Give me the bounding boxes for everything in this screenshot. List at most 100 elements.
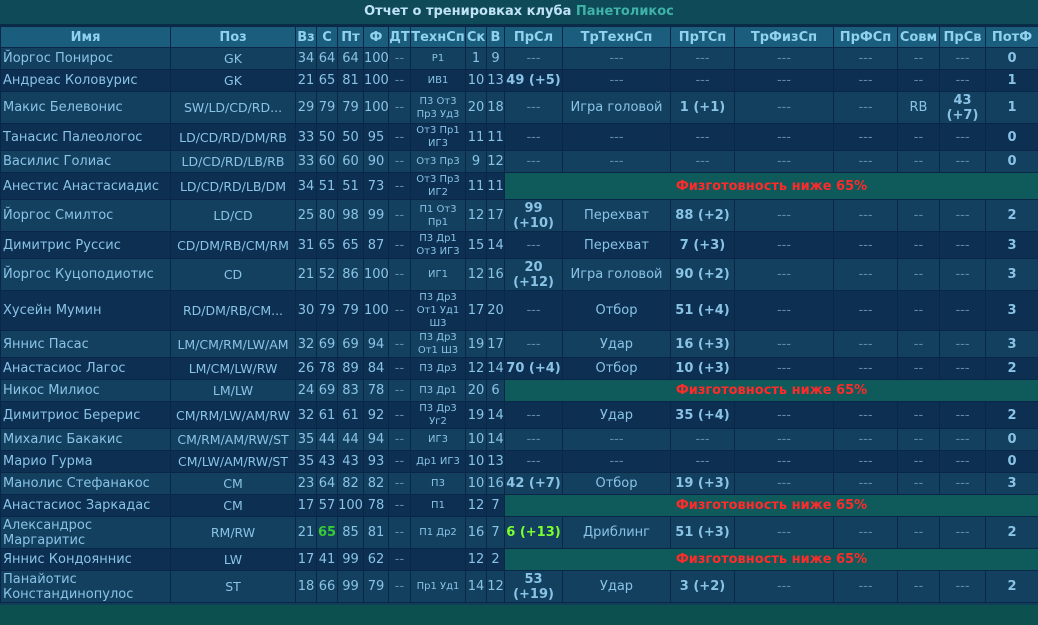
player-name-link[interactable]: Василис Голиас: [0, 150, 171, 173]
progress-sv-cell: ---: [939, 123, 986, 151]
form-cell: 100: [363, 258, 389, 291]
skill-cell: 52: [316, 258, 338, 291]
potential-cell: 86: [337, 258, 364, 291]
column-header[interactable]: ПотФ: [985, 26, 1038, 48]
progress-tech-cell: 3 (+2): [670, 570, 735, 603]
player-name-link[interactable]: Андреас Коловурис: [0, 69, 171, 92]
position-cell: CM/RM/AM/RW/ST: [170, 428, 296, 451]
v-cell: 13: [486, 450, 505, 473]
column-header[interactable]: С: [316, 26, 338, 48]
potential-cell: 50: [337, 123, 364, 151]
position-cell: RM/RW: [170, 516, 296, 549]
player-name-link[interactable]: Никос Милиос: [0, 379, 171, 402]
table-row: Димитрис Руссис CD/DM/RB/CM/RM 31 65 65 87 -- П…: [0, 231, 1038, 259]
compat-cell: --: [897, 570, 940, 603]
skill-cell: 69: [316, 330, 338, 358]
player-name-link[interactable]: Йоргос Понирос: [0, 47, 171, 70]
player-name-link[interactable]: Димитриос Берерис: [0, 401, 171, 429]
tech-cell: От3 Пр3 ИГ2: [410, 172, 466, 200]
age-cell: 31: [295, 231, 317, 259]
player-name-link[interactable]: Танасис Палеологос: [0, 123, 171, 151]
training-tech-cell: Удар: [562, 330, 671, 358]
player-name-link[interactable]: Манолис Стефанакос: [0, 472, 171, 495]
column-header[interactable]: ДТ: [388, 26, 411, 48]
column-header[interactable]: ПрСв: [939, 26, 986, 48]
club-name-link[interactable]: Панетоликос: [575, 4, 674, 19]
player-name-link[interactable]: Хусейн Мумин: [0, 290, 171, 331]
tech-cell: ИГ3: [410, 428, 466, 451]
column-header[interactable]: ПрФСп: [833, 26, 898, 48]
compat-cell: --: [897, 330, 940, 358]
player-name-link[interactable]: Йоргос Куцоподиотис: [0, 258, 171, 291]
player-name-link[interactable]: Панайотис Констандинопулос: [0, 570, 171, 603]
potf-cell: 2: [985, 199, 1038, 232]
column-header[interactable]: ПрТСп: [670, 26, 735, 48]
potf-cell: 2: [985, 401, 1038, 429]
tech-cell: Р1: [410, 47, 466, 70]
column-header[interactable]: ТрФизСп: [734, 26, 834, 48]
training-tech-cell: Дриблинг: [562, 516, 671, 549]
table-row: Анастасиос Заркадас CM 17 57 100 78 -- П1 12 7 Физ…: [0, 494, 1038, 517]
skill-cell: 44: [316, 428, 338, 451]
compat-cell: --: [897, 450, 940, 473]
progress-skill-cell: ---: [504, 428, 563, 451]
column-header[interactable]: Имя: [0, 26, 171, 48]
training-phys-cell: ---: [734, 91, 834, 124]
column-header[interactable]: Совм: [897, 26, 940, 48]
v-cell: 11: [486, 123, 505, 151]
skill-cell: 69: [316, 379, 338, 402]
speed-cell: 19: [465, 330, 487, 358]
player-name-link[interactable]: Михалис Бакакис: [0, 428, 171, 451]
compat-cell: --: [897, 472, 940, 495]
age-cell: 18: [295, 570, 317, 603]
potential-cell: 65: [337, 231, 364, 259]
position-cell: LD/CD: [170, 199, 296, 232]
fitness-warning: Физготовность ниже 65%: [504, 494, 1038, 517]
skill-cell: 65: [316, 69, 338, 92]
player-name-link[interactable]: Яннис Пасас: [0, 330, 171, 358]
player-name-link[interactable]: Марио Гурма: [0, 450, 171, 473]
progress-sv-cell: ---: [939, 69, 986, 92]
training-tech-cell: Отбор: [562, 357, 671, 380]
player-name-link[interactable]: Яннис Кондояннис: [0, 548, 171, 571]
column-header[interactable]: В: [486, 26, 505, 48]
speed-cell: 12: [465, 357, 487, 380]
v-cell: 7: [486, 494, 505, 517]
player-name-link[interactable]: Анастасиос Заркадас: [0, 494, 171, 517]
potf-cell: 0: [985, 150, 1038, 173]
player-name-link[interactable]: Анастасиос Лагос: [0, 357, 171, 380]
column-header[interactable]: ТрТехнСп: [562, 26, 671, 48]
potential-cell: 99: [337, 570, 364, 603]
age-cell: 21: [295, 69, 317, 92]
column-header[interactable]: ПрСл: [504, 26, 563, 48]
position-cell: LM/CM/LW/RW: [170, 357, 296, 380]
potential-cell: 61: [337, 401, 364, 429]
column-header[interactable]: Поз: [170, 26, 296, 48]
progress-tech-cell: 7 (+3): [670, 231, 735, 259]
player-name-link[interactable]: Анестис Анастасиадис: [0, 172, 171, 200]
progress-tech-cell: 19 (+3): [670, 472, 735, 495]
potential-cell: 85: [337, 516, 364, 549]
table-row: Анастасиос Лагос LM/CM/LW/RW 26 78 89 84 -- П3 …: [0, 357, 1038, 380]
dt-cell: --: [388, 357, 411, 380]
training-phys-cell: ---: [734, 428, 834, 451]
player-name-link[interactable]: Александрос Маргаритис: [0, 516, 171, 549]
column-header[interactable]: ТехнСп: [410, 26, 466, 48]
progress-phys-cell: ---: [833, 450, 898, 473]
column-header[interactable]: Вз: [295, 26, 317, 48]
player-name-link[interactable]: Димитрис Руссис: [0, 231, 171, 259]
age-cell: 30: [295, 290, 317, 331]
age-cell: 34: [295, 47, 317, 70]
tech-cell: П3 Др1 От3 ИГ3: [410, 231, 466, 259]
potential-cell: 81: [337, 69, 364, 92]
player-name-link[interactable]: Макис Белевонис: [0, 91, 171, 124]
training-phys-cell: ---: [734, 231, 834, 259]
potential-cell: 83: [337, 379, 364, 402]
column-header[interactable]: Ск: [465, 26, 487, 48]
progress-tech-cell: ---: [670, 428, 735, 451]
skill-cell: 65: [316, 516, 338, 549]
tech-cell: [410, 548, 466, 571]
player-name-link[interactable]: Йоргос Смилтос: [0, 199, 171, 232]
column-header[interactable]: Ф: [363, 26, 389, 48]
column-header[interactable]: Пт: [337, 26, 364, 48]
